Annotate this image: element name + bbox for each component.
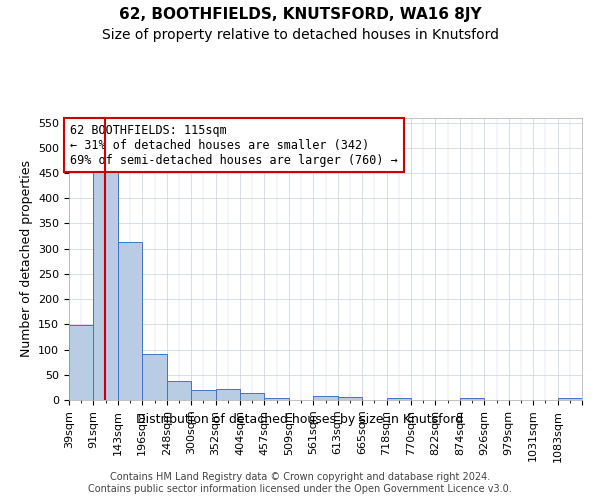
Bar — [557, 398, 582, 400]
Text: 62, BOOTHFIELDS, KNUTSFORD, WA16 8JY: 62, BOOTHFIELDS, KNUTSFORD, WA16 8JY — [119, 8, 481, 22]
Text: Distribution of detached houses by size in Knutsford: Distribution of detached houses by size … — [136, 412, 464, 426]
Text: Contains HM Land Registry data © Crown copyright and database right 2024.
Contai: Contains HM Land Registry data © Crown c… — [88, 472, 512, 494]
Bar — [69, 326, 94, 400]
Bar — [191, 390, 215, 400]
Bar — [142, 354, 167, 400]
Bar — [265, 398, 289, 400]
Bar — [338, 398, 362, 400]
Bar — [167, 381, 191, 400]
Bar — [118, 242, 142, 400]
Text: 62 BOOTHFIELDS: 115sqm
← 31% of detached houses are smaller (342)
69% of semi-de: 62 BOOTHFIELDS: 115sqm ← 31% of detached… — [70, 124, 398, 166]
Bar — [386, 398, 411, 400]
Text: Size of property relative to detached houses in Knutsford: Size of property relative to detached ho… — [101, 28, 499, 42]
Bar — [460, 398, 484, 400]
Bar — [94, 170, 118, 400]
Y-axis label: Number of detached properties: Number of detached properties — [20, 160, 32, 357]
Bar — [215, 390, 240, 400]
Bar — [240, 394, 265, 400]
Bar — [313, 396, 338, 400]
